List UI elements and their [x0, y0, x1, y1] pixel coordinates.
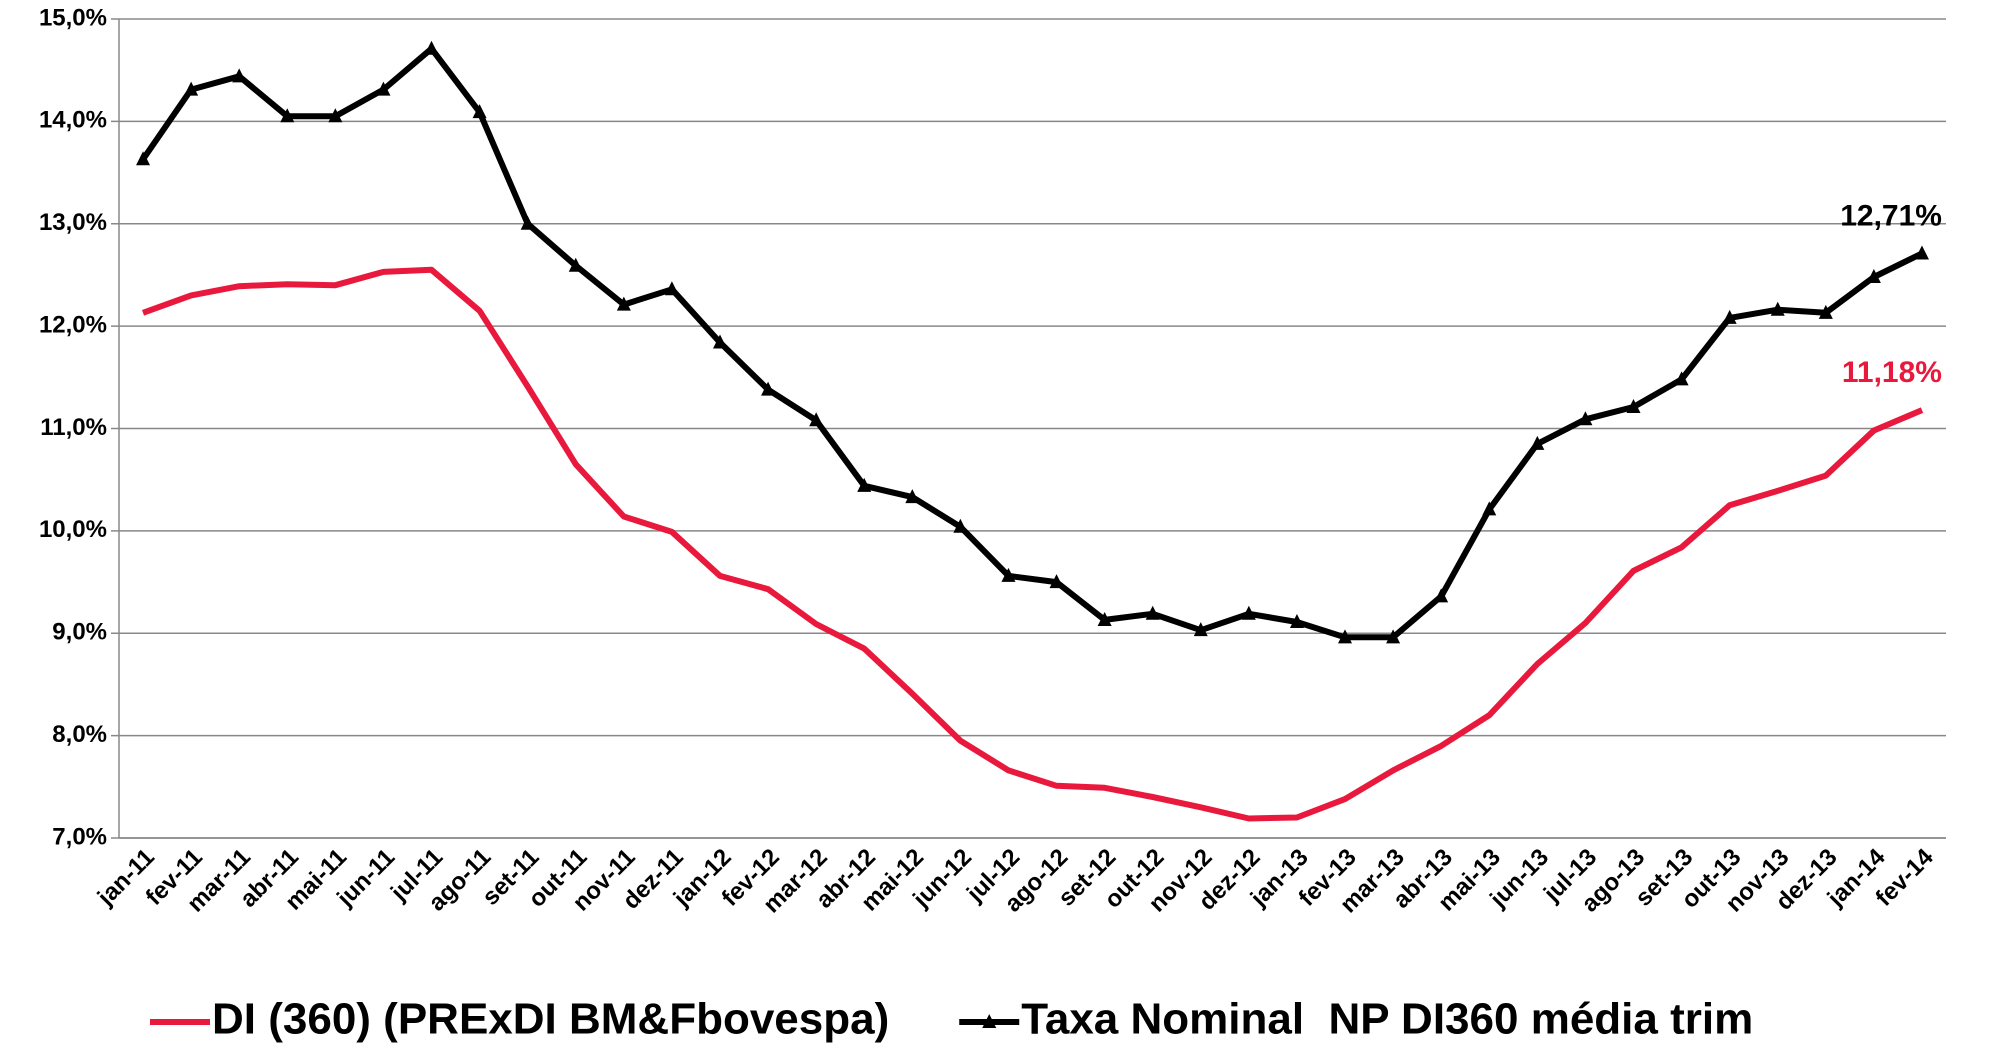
data-point — [568, 257, 583, 272]
data-point — [424, 40, 439, 55]
data-point — [1193, 622, 1208, 637]
data-point — [280, 108, 295, 123]
data-point — [857, 477, 872, 492]
data-point — [1049, 574, 1064, 589]
data-point — [1770, 301, 1785, 316]
data-label: 11,18% — [1842, 356, 1942, 389]
data-point — [1866, 268, 1881, 283]
data-point — [472, 104, 487, 119]
data-point — [1482, 501, 1497, 516]
data-point — [953, 518, 968, 533]
data-point — [1097, 611, 1112, 626]
y-tick-label: 13,0% — [39, 209, 107, 236]
data-point — [1722, 309, 1737, 324]
data-point — [905, 489, 920, 504]
data-point — [616, 296, 631, 311]
data-point — [1578, 411, 1593, 426]
data-line — [141, 266, 1924, 822]
y-tick-label: 8,0% — [52, 721, 107, 748]
y-tick-label: 9,0% — [52, 619, 107, 646]
legend-marker — [982, 1014, 997, 1028]
y-tick-label: 10,0% — [39, 516, 107, 543]
data-point — [1001, 567, 1016, 582]
y-tick-label: 12,0% — [39, 311, 107, 338]
data-point — [761, 381, 776, 396]
legend-label: Taxa Nominal NP DI360 média trim — [1021, 995, 1753, 1044]
data-point — [232, 68, 247, 83]
data-point — [1434, 588, 1449, 603]
data-label: 12,71% — [1840, 199, 1942, 232]
data-point — [328, 108, 343, 123]
y-tick-label: 7,0% — [52, 823, 107, 850]
data-point — [1818, 304, 1833, 319]
data-point — [1386, 629, 1401, 644]
data-point — [136, 151, 151, 166]
y-tick-label: 11,0% — [40, 414, 107, 441]
data-point — [520, 215, 535, 230]
data-point — [712, 334, 727, 349]
legend-label: DI (360) (PRExDI BM&Fbovespa) — [212, 995, 889, 1044]
data-point — [1145, 605, 1160, 620]
data-point — [664, 281, 679, 296]
data-line — [140, 45, 1924, 641]
data-point — [1241, 605, 1256, 620]
data-point — [1289, 613, 1304, 628]
data-point — [1626, 399, 1641, 414]
data-point — [1674, 371, 1689, 386]
data-point — [1338, 629, 1353, 644]
data-point — [1530, 435, 1545, 450]
data-point — [1914, 245, 1929, 260]
data-point — [376, 81, 391, 96]
data-point — [809, 412, 824, 427]
data-point — [184, 81, 199, 96]
y-tick-label: 15,0% — [39, 4, 107, 31]
y-tick-label: 14,0% — [39, 107, 107, 134]
